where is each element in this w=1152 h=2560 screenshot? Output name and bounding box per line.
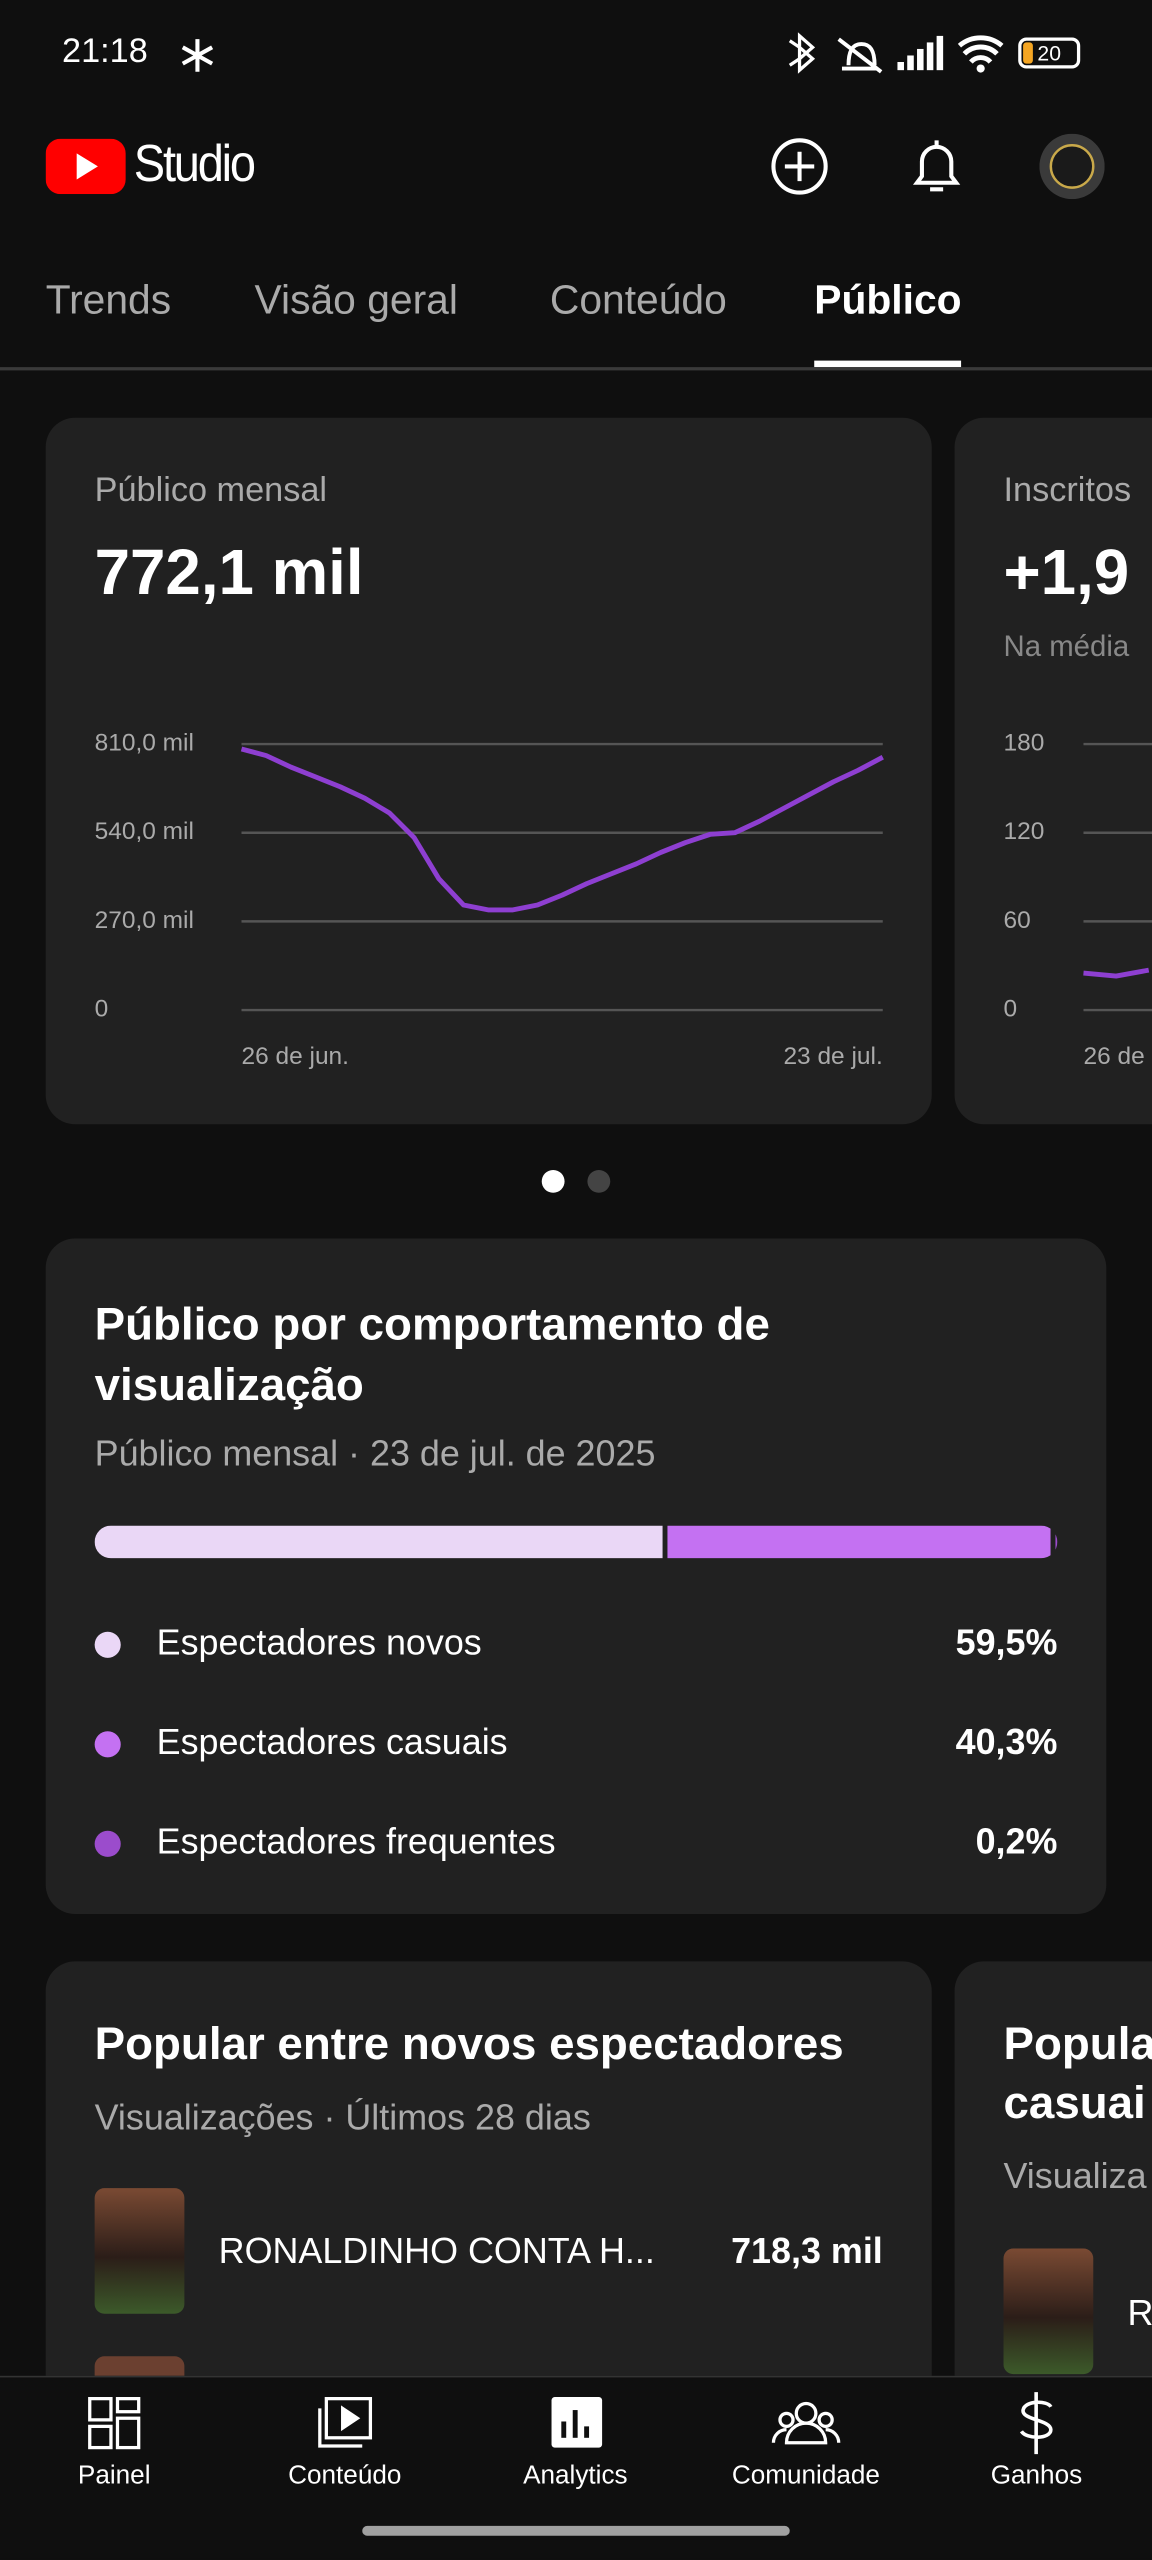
status-time: 21:18: [62, 32, 148, 71]
x-tick-label: 26 de jun.: [241, 1043, 348, 1070]
card-title: Popular entre novos espectadores: [94, 2018, 844, 2070]
home-indicator: [362, 2525, 790, 2536]
app-name: Studio: [133, 133, 256, 193]
legend-label: Espectadores novos: [157, 1622, 482, 1662]
y-tick-label: 810,0 mil: [95, 730, 194, 757]
battery: 20: [1018, 37, 1081, 69]
nav-item[interactable]: Conteúdo: [288, 2462, 402, 2491]
nav-item[interactable]: Comunidade: [731, 2462, 880, 2491]
subscribers-card[interactable]: Inscritos +1,9 Na média 0 60 120 180 26 de: [954, 417, 1152, 1125]
video-title[interactable]: RONALDINHO CONTA H...: [218, 2230, 655, 2272]
battery-level: [1023, 42, 1033, 64]
nav-item[interactable]: Ganhos: [990, 2462, 1083, 2491]
card-value: 772,1 mil: [94, 538, 364, 609]
legend-dot: [94, 1631, 121, 1658]
y-tick-label: 60: [1004, 907, 1031, 934]
card-subtitle: Visualizações · Últimos 28 dias: [94, 2096, 591, 2138]
card-title: Público por comportamento de visualizaçã…: [94, 1298, 770, 1410]
bar-segment: [667, 1525, 1051, 1559]
avatar[interactable]: [1039, 133, 1105, 200]
video-title[interactable]: R: [1127, 2292, 1152, 2334]
tab[interactable]: Trends: [45, 277, 172, 324]
nav-item[interactable]: Analytics: [523, 2462, 628, 2491]
card-note: Na média: [1003, 629, 1130, 663]
x-tick-label: 26 de: [1083, 1043, 1144, 1070]
y-tick-label: 180: [1004, 730, 1045, 757]
tab[interactable]: Visão geral: [254, 277, 458, 324]
pager: [541, 1169, 611, 1193]
y-tick-label: 0: [1004, 996, 1018, 1023]
value-label: 59,5%: [956, 1622, 1058, 1662]
line-chart: 0 60 120 180 26 de: [1004, 730, 1152, 1070]
card-title: casuai: [1003, 2077, 1146, 2128]
tab[interactable]: Público: [814, 277, 962, 324]
tab-indicator: [814, 360, 962, 368]
bar-group: [94, 1525, 1058, 1559]
bar-segment: [94, 1525, 663, 1559]
stacked-bar-chart: Espectadores novos 59,5% Espectadores casu…: [94, 1525, 1058, 1861]
line-series: [1083, 967, 1150, 979]
value-label: 40,3%: [956, 1722, 1058, 1762]
card-subtitle: Público mensal · 23 de jul. de 2025: [94, 1432, 656, 1474]
line-series: [240, 746, 884, 913]
create-button[interactable]: [770, 137, 829, 196]
card-subtitle: Visualiza: [1003, 2155, 1147, 2197]
legend-dot: [94, 1731, 121, 1758]
youtube-logo[interactable]: [45, 138, 128, 195]
x-tick-label: 23 de jul.: [783, 1043, 882, 1070]
line-chart: 0 270,0 mil 540,0 mil 810,0 mil 26 de jun. 23…: [95, 730, 884, 1070]
y-tick-label: 0: [95, 996, 109, 1023]
legend-dot: [94, 1830, 121, 1857]
y-tick-label: 120: [1004, 818, 1045, 845]
video-thumbnail[interactable]: [1003, 2248, 1094, 2375]
nav-icons: [88, 2392, 1053, 2455]
monthly-audience-card[interactable]: Público mensal 772,1 mil 0 270,0 mil 540,0…: [45, 417, 932, 1125]
behaviour-card[interactable]: Público por comportamento de visualizaçã…: [45, 1238, 1107, 1915]
legend-label: Espectadores frequentes: [157, 1821, 556, 1861]
tab[interactable]: Conteúdo: [549, 277, 727, 324]
nav-item[interactable]: Painel: [77, 2462, 151, 2491]
divider: [0, 367, 1152, 370]
y-tick-label: 270,0 mil: [95, 907, 194, 934]
notifications-button[interactable]: [907, 135, 966, 197]
card-title: Público mensal: [94, 471, 328, 510]
y-tick-label: 540,0 mil: [95, 818, 194, 845]
video-thumbnail[interactable]: [94, 2188, 185, 2314]
legend-label: Espectadores casuais: [157, 1722, 508, 1762]
bar-segment: [1055, 1525, 1058, 1559]
card-title: Inscritos: [1003, 471, 1132, 510]
video-views: 718,3 mil: [731, 2230, 883, 2272]
status-icon: [181, 39, 214, 72]
card-value: +1,9: [1003, 538, 1130, 609]
value-label: 0,2%: [976, 1821, 1058, 1861]
battery-text: 20: [1037, 40, 1062, 66]
card-title: Popula: [1003, 2018, 1152, 2070]
status-icons: [788, 32, 1004, 74]
